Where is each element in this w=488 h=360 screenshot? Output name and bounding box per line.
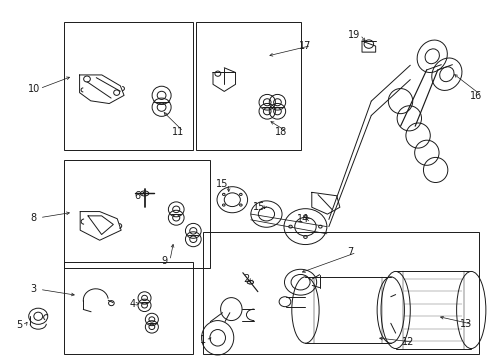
Text: 10: 10 (28, 84, 40, 94)
Text: 5: 5 (16, 320, 22, 330)
Text: 8: 8 (31, 213, 37, 222)
Text: 15: 15 (216, 179, 228, 189)
Bar (64, 22, 193, 149)
Text: 9: 9 (161, 256, 167, 266)
Text: 16: 16 (469, 91, 481, 101)
Text: 3: 3 (31, 284, 37, 294)
Text: 4: 4 (129, 299, 135, 309)
Text: 15: 15 (252, 202, 265, 212)
Bar (203, 232, 478, 354)
Text: 6: 6 (134, 191, 140, 201)
Text: 2: 2 (243, 274, 248, 284)
Text: 17: 17 (299, 41, 311, 50)
Text: 12: 12 (401, 337, 413, 347)
Text: 19: 19 (347, 30, 360, 40)
Text: 13: 13 (459, 319, 471, 329)
Text: 1: 1 (200, 335, 206, 345)
Bar (64, 160, 210, 268)
Bar (195, 22, 300, 149)
Text: 14: 14 (296, 215, 308, 224)
Bar (64, 262, 193, 354)
Text: 18: 18 (274, 127, 286, 136)
Text: 7: 7 (347, 247, 353, 257)
Text: 11: 11 (171, 127, 183, 136)
